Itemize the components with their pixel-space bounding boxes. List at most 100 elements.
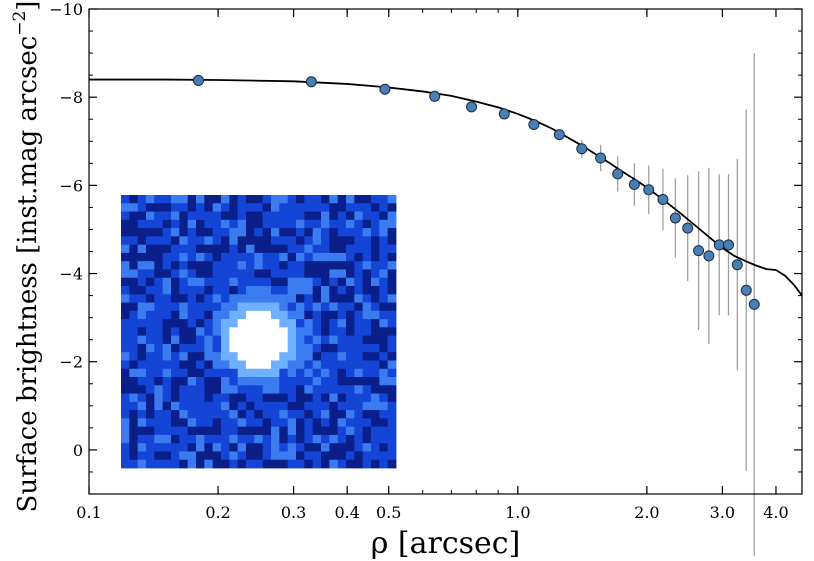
inset-pixel [371, 269, 380, 279]
inset-pixel [146, 244, 155, 254]
inset-pixel [146, 377, 155, 386]
inset-pixel [379, 244, 389, 254]
inset-pixel [346, 236, 355, 246]
inset-pixel [321, 236, 330, 246]
inset-pixel [362, 335, 372, 345]
inset-pixel [212, 352, 222, 361]
inset-pixel [187, 426, 197, 436]
inset-pixel [362, 401, 372, 411]
inset-pixel [204, 360, 214, 370]
inset-pixel [321, 393, 330, 403]
inset-pixel [287, 368, 297, 378]
inset-pixel [146, 302, 155, 312]
inset-pixel [329, 203, 339, 212]
inset-pixel [346, 310, 355, 320]
inset-pixel [212, 418, 222, 428]
inset-pixel [371, 451, 380, 461]
inset-pixel [312, 203, 322, 212]
inset-pixel [279, 426, 289, 436]
inset-pixel [312, 252, 322, 262]
inset-pixel [254, 352, 264, 361]
inset-pixel [237, 219, 247, 229]
inset-pixel [279, 277, 289, 287]
inset-pixel [362, 451, 372, 461]
inset-pixel [387, 343, 397, 353]
inset-pixel [296, 393, 305, 403]
inset-pixel [171, 443, 180, 452]
inset-pixel [262, 352, 272, 361]
inset-pixel [146, 327, 155, 337]
inset-pixel [162, 393, 172, 403]
inset-pixel [137, 335, 147, 345]
inset-pixel [337, 203, 347, 212]
inset-pixel [287, 434, 297, 444]
inset-pixel [187, 302, 197, 312]
inset-pixel [221, 385, 230, 394]
inset-pixel [154, 236, 164, 246]
inset-pixel [304, 410, 314, 419]
inset-pixel [187, 244, 197, 254]
inset-pixel [321, 219, 330, 229]
inset-pixel [354, 203, 364, 212]
inset-pixel [346, 211, 355, 221]
inset-pixel [237, 377, 247, 386]
inset-pixel [329, 244, 339, 254]
inset-pixel [171, 219, 180, 229]
inset-pixel [129, 434, 139, 444]
inset-pixel [146, 286, 155, 295]
inset-pixel [171, 319, 180, 328]
inset-pixel [171, 401, 180, 411]
inset-pixel [312, 385, 322, 394]
inset-pixel [304, 385, 314, 394]
inset-pixel [262, 228, 272, 237]
inset-pixel [287, 310, 297, 320]
data-point [669, 212, 681, 224]
inset-pixel [254, 327, 264, 337]
inset-pixel [246, 236, 255, 246]
inset-pixel [146, 343, 155, 353]
inset-pixel [271, 310, 280, 320]
inset-pixel [229, 277, 239, 287]
inset-pixel [312, 261, 322, 270]
inset-pixel [321, 385, 330, 394]
inset-pixel [279, 352, 289, 361]
inset-pixel [187, 377, 197, 386]
inset-pixel [221, 228, 230, 237]
inset-pixel [296, 310, 305, 320]
inset-pixel [296, 418, 305, 428]
inset-pixel [237, 203, 247, 212]
inset-pixel [321, 377, 330, 386]
inset-pixel [171, 244, 180, 254]
inset-pixel [312, 335, 322, 345]
inset-pixel [271, 302, 280, 312]
inset-pixel [262, 294, 272, 303]
inset-pixel [387, 385, 397, 394]
inset-pixel [296, 434, 305, 444]
inset-pixel [146, 195, 155, 204]
inset-pixel [271, 418, 280, 428]
inset-pixel [321, 319, 330, 328]
inset-pixel [246, 219, 255, 229]
inset-pixel [237, 310, 247, 320]
inset-pixel [179, 302, 189, 312]
inset-pixel [354, 195, 364, 204]
inset-pixel [346, 252, 355, 262]
inset-pixel [162, 252, 172, 262]
inset-pixel [187, 310, 197, 320]
inset-pixel [337, 360, 347, 370]
inset-pixel [329, 335, 339, 345]
inset-pixel [262, 459, 272, 469]
inset-pixel [262, 261, 272, 270]
inset-pixel [254, 385, 264, 394]
inset-pixel [371, 377, 380, 386]
inset-pixel [137, 228, 147, 237]
inset-pixel [196, 219, 205, 229]
inset-pixel [204, 286, 214, 295]
inset-pixel [329, 410, 339, 419]
inset-pixel [146, 360, 155, 370]
inset-pixel [287, 443, 297, 452]
inset-pixel [179, 393, 189, 403]
inset-pixel [329, 401, 339, 411]
inset-pixel [387, 410, 397, 419]
inset-pixel [229, 410, 239, 419]
